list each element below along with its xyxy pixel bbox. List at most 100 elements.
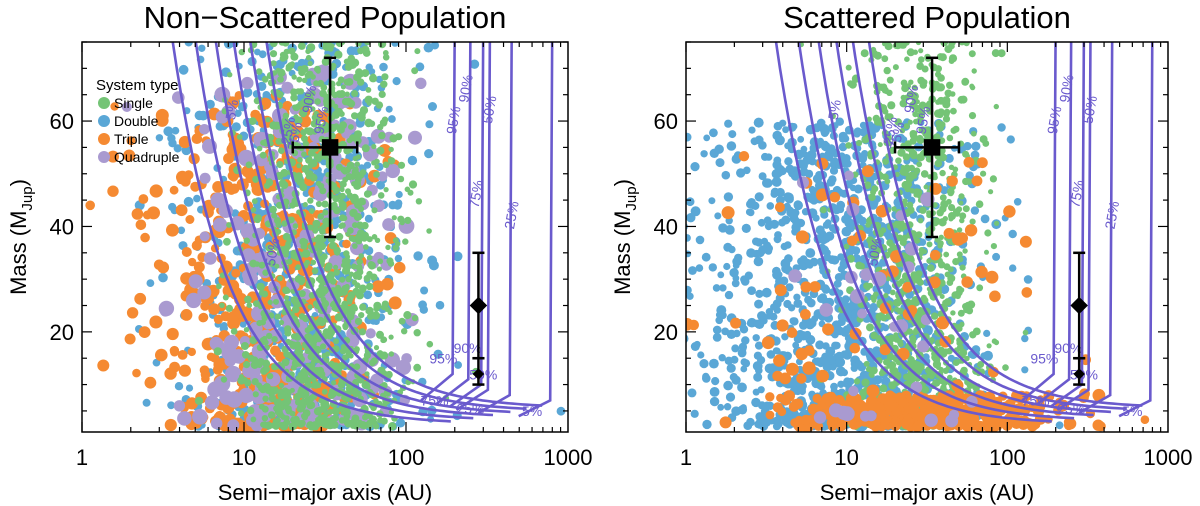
data-point [251, 378, 259, 386]
data-point [879, 344, 891, 356]
data-point [898, 341, 904, 348]
data-point [709, 128, 718, 138]
data-point [319, 187, 327, 195]
data-point [916, 62, 924, 70]
data-point [185, 292, 202, 309]
data-point [940, 42, 948, 47]
data-point [356, 70, 364, 78]
data-point [292, 305, 300, 314]
data-point [331, 407, 340, 416]
data-point [310, 259, 317, 266]
data-point [791, 222, 801, 232]
legend-label: Single [114, 95, 153, 111]
data-point [643, 362, 650, 369]
data-point [902, 153, 910, 161]
data-point [158, 272, 168, 283]
data-point [918, 48, 924, 54]
data-point [822, 221, 831, 229]
data-point [931, 174, 938, 181]
data-point [300, 368, 309, 376]
data-point [793, 299, 803, 308]
data-point [780, 242, 789, 251]
data-point [348, 235, 356, 242]
data-point [757, 218, 766, 227]
data-point [829, 191, 841, 203]
data-point [918, 251, 924, 257]
data-point [938, 378, 945, 385]
data-point [327, 408, 334, 415]
data-point [959, 321, 965, 327]
data-point [380, 351, 389, 360]
data-point [126, 136, 136, 146]
data-point [290, 94, 298, 102]
data-point [263, 182, 271, 189]
data-point [297, 157, 303, 163]
data-point [301, 151, 307, 158]
data-point [351, 112, 359, 120]
data-point [819, 267, 827, 275]
data-point [269, 50, 278, 58]
data-point [174, 382, 184, 391]
data-point [289, 61, 295, 67]
data-point [288, 422, 297, 431]
data-point [866, 323, 874, 332]
data-point [690, 409, 699, 418]
data-point [305, 54, 312, 61]
data-point [424, 149, 434, 159]
data-point [943, 298, 952, 306]
data-point [344, 91, 350, 97]
data-point [774, 202, 785, 213]
data-point [243, 361, 251, 369]
data-point [738, 151, 750, 162]
data-point [921, 79, 928, 86]
sensitivity-95% [420, 42, 456, 402]
data-point [169, 345, 180, 356]
data-point [283, 325, 292, 333]
data-point [918, 56, 925, 63]
data-point [266, 372, 274, 380]
data-point [795, 347, 808, 361]
data-point [969, 218, 976, 225]
data-point [845, 142, 852, 149]
data-point [236, 134, 243, 140]
data-point [723, 262, 731, 271]
data-point [371, 143, 377, 150]
data-point [300, 242, 308, 250]
data-point [913, 104, 922, 113]
data-point [923, 184, 929, 190]
data-point [304, 92, 312, 99]
data-point [730, 317, 742, 329]
data-point [775, 187, 785, 198]
data-point [863, 224, 873, 235]
data-point [939, 294, 945, 299]
data-point [307, 149, 316, 157]
data-point [894, 118, 902, 126]
data-point [391, 215, 397, 221]
data-point [452, 251, 463, 262]
data-point [343, 250, 350, 257]
contour-label: 75% [466, 179, 487, 209]
data-point [178, 64, 189, 75]
data-point [256, 145, 263, 152]
data-point [752, 334, 760, 342]
data-point [1013, 198, 1022, 206]
data-point [883, 88, 890, 95]
data-point [956, 206, 963, 213]
data-point [385, 105, 393, 113]
data-point [891, 206, 897, 212]
data-point [335, 163, 343, 171]
data-point [887, 334, 896, 343]
data-point [358, 253, 365, 259]
data-point [281, 220, 288, 227]
data-point [1008, 229, 1017, 239]
data-point [366, 270, 373, 278]
data-point [231, 268, 241, 278]
data-point [253, 215, 262, 224]
data-point [669, 366, 676, 373]
data-point [709, 396, 720, 407]
data-point [340, 84, 346, 90]
data-point [873, 246, 882, 255]
data-point [909, 335, 917, 343]
data-point [826, 177, 836, 187]
contour-label: 5% [522, 403, 542, 419]
